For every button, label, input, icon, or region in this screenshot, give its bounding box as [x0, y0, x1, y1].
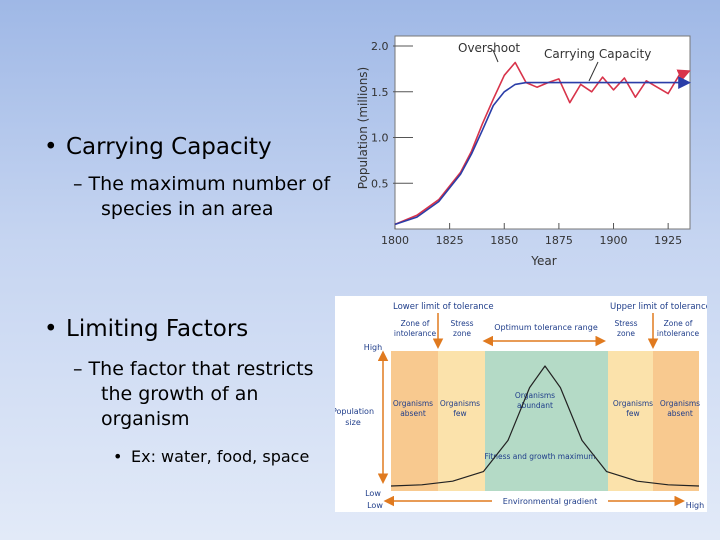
organisms-absent-right-1: Organisms	[660, 399, 700, 408]
definition-line-3: organism	[101, 408, 190, 430]
bullet-text: Carrying Capacity	[66, 134, 272, 160]
bullet-glyph: •	[44, 316, 58, 342]
tolerance-range-chart: Lower limit of tolerance Upper limit of …	[335, 296, 707, 512]
organisms-abundant-2: abundant	[517, 401, 553, 410]
bullet-carrying-capacity: • Carrying Capacity	[44, 134, 272, 160]
stress-zone-left-1: Stress	[450, 319, 473, 328]
zone-intolerance-left-2: intolerance	[394, 329, 437, 338]
plot-area	[394, 35, 691, 230]
zone-intolerance-right-2: intolerance	[657, 329, 700, 338]
limiting-factors-definition: – The factor that restricts the growth o…	[73, 357, 314, 432]
zone-intolerance-left	[391, 351, 438, 491]
optimum-label: Optimum tolerance range	[494, 323, 598, 332]
stress-zone-right-1: Stress	[614, 319, 637, 328]
definition-line-2: species in an area	[101, 198, 274, 220]
x-low-label: Low	[367, 501, 383, 510]
organisms-few-left-2: few	[453, 409, 466, 418]
fitness-label: Fitness and growth maximum	[484, 452, 595, 461]
y-tick-label: 1.0	[371, 132, 389, 145]
x-axis-label: Year	[530, 254, 556, 268]
y-low-label: Low	[365, 489, 381, 498]
zone-stress-right	[608, 351, 653, 491]
carrying-capacity-annotation: Carrying Capacity	[544, 47, 651, 61]
overshoot-annotation: Overshoot	[458, 41, 520, 55]
env-gradient-bg	[492, 495, 608, 507]
x-tick-label: 1825	[436, 234, 464, 247]
zone-intolerance-right	[653, 351, 699, 491]
small-bullet-glyph: •	[113, 447, 123, 466]
upper-limit-label: Upper limit of tolerance	[610, 302, 707, 312]
organisms-few-left-1: Organisms	[440, 399, 480, 408]
x-tick-label: 1800	[381, 234, 409, 247]
y-tick-label: 0.5	[371, 177, 389, 190]
stress-zone-right-2: zone	[617, 329, 635, 338]
bullet-text: Limiting Factors	[66, 316, 249, 342]
population-size-label-1: Population	[335, 407, 374, 416]
definition-line-1: – The maximum number of	[73, 173, 331, 195]
x-high-label: High	[686, 501, 704, 510]
organisms-few-right-1: Organisms	[613, 399, 653, 408]
carrying-capacity-pointer	[588, 61, 599, 82]
bullet-glyph: •	[44, 134, 58, 160]
zone-stress-left	[438, 351, 485, 491]
definition-line-1: – The factor that restricts	[73, 358, 314, 380]
organisms-absent-left-1: Organisms	[393, 399, 433, 408]
carrying-capacity-line	[394, 76, 691, 226]
organisms-abundant-1: Organisms	[515, 391, 555, 400]
organisms-few-right-2: few	[626, 409, 639, 418]
definition-line-2: the growth of an	[101, 383, 259, 405]
zone-intolerance-left-1: Zone of	[401, 319, 430, 328]
y-axis-label: Population (millions)	[356, 67, 370, 189]
limiting-factors-example: • Ex: water, food, space	[113, 447, 309, 466]
y-tick-label: 1.5	[371, 86, 389, 99]
organisms-absent-left-2: absent	[400, 409, 426, 418]
population-line	[394, 61, 691, 226]
y-high-label: High	[364, 343, 382, 352]
zone-intolerance-right-1: Zone of	[664, 319, 693, 328]
carrying-capacity-chart: 2.0 1.5 1.0 0.5 1800 1825 1850 1875 1900 1925 Po…	[356, 35, 691, 268]
stress-zone-left-2: zone	[453, 329, 471, 338]
carrying-capacity-definition: – The maximum number of species in an ar…	[73, 172, 330, 222]
bullet-limiting-factors: • Limiting Factors	[44, 316, 248, 342]
x-tick-label: 1850	[490, 234, 518, 247]
y-tick-label: 2.0	[371, 40, 389, 53]
tolerance-curve	[390, 365, 700, 487]
x-tick-label: 1925	[654, 234, 682, 247]
zone-optimum	[485, 351, 608, 491]
population-size-label-2: size	[345, 418, 361, 427]
example-text: Ex: water, food, space	[131, 447, 310, 466]
x-tick-label: 1900	[600, 234, 628, 247]
x-tick-label: 1875	[545, 234, 573, 247]
env-gradient-label: Environmental gradient	[503, 497, 597, 506]
organisms-absent-right-2: absent	[667, 409, 693, 418]
lower-limit-label: Lower limit of tolerance	[393, 302, 494, 312]
overshoot-pointer	[492, 49, 499, 63]
